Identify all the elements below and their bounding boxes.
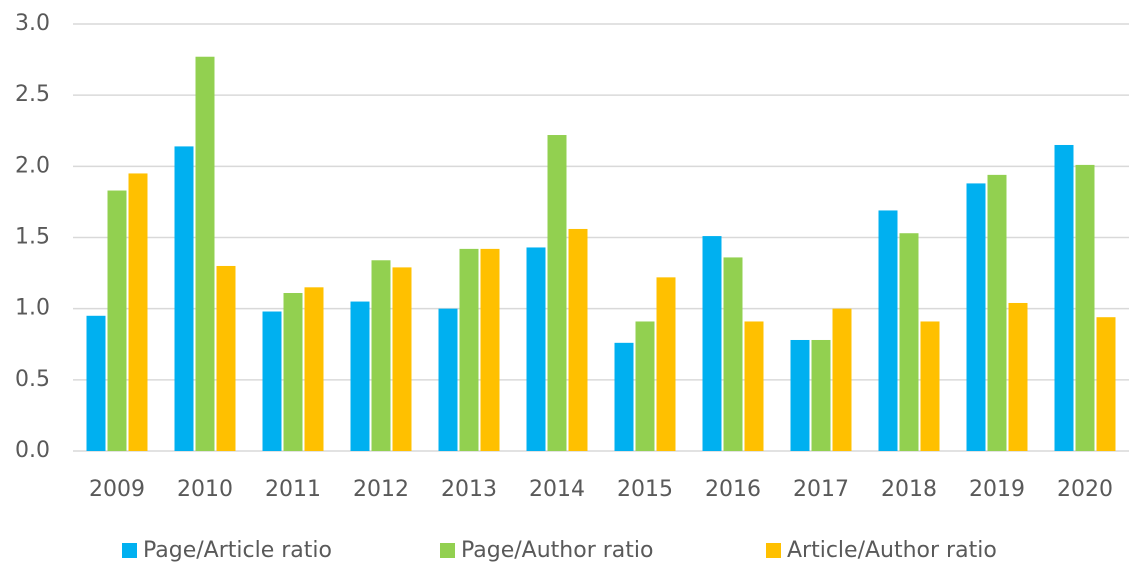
bar — [107, 190, 127, 451]
bar — [350, 301, 370, 451]
bar — [547, 135, 567, 451]
bar — [899, 233, 919, 451]
x-tick-label: 2016 — [705, 477, 761, 502]
bar — [526, 247, 546, 451]
bar — [128, 173, 148, 451]
x-tick-label: 2018 — [881, 477, 937, 502]
bar — [744, 321, 764, 451]
y-tick-label: 2.5 — [15, 82, 50, 107]
bar — [1075, 164, 1095, 451]
x-tick-label: 2010 — [177, 477, 233, 502]
legend-swatch — [122, 543, 137, 558]
bar — [86, 315, 106, 451]
bar — [966, 183, 986, 451]
bar — [635, 321, 655, 451]
x-tick-label: 2015 — [617, 477, 673, 502]
bar — [1054, 144, 1074, 451]
x-tick-label: 2009 — [89, 477, 145, 502]
bar — [174, 146, 194, 451]
bar — [392, 267, 412, 451]
bar — [702, 236, 722, 451]
x-tick-label: 2013 — [441, 477, 497, 502]
legend-swatch — [766, 543, 781, 558]
x-tick-label: 2017 — [793, 477, 849, 502]
legend-label: Page/Article ratio — [143, 538, 332, 563]
x-tick-label: 2012 — [353, 477, 409, 502]
x-tick-label: 2020 — [1057, 477, 1113, 502]
y-tick-label: 2.0 — [15, 153, 50, 178]
bar — [832, 308, 852, 451]
x-tick-label: 2014 — [529, 477, 585, 502]
y-tick-label: 1.0 — [15, 296, 50, 321]
bar — [304, 287, 324, 451]
y-tick-label: 0.5 — [15, 367, 50, 392]
bar — [283, 293, 303, 451]
bar — [438, 308, 458, 451]
x-tick-label: 2011 — [265, 477, 321, 502]
bar — [1096, 317, 1116, 451]
bar — [371, 260, 391, 451]
legend-label: Page/Author ratio — [461, 538, 653, 563]
bar — [262, 311, 282, 451]
bar — [811, 339, 831, 451]
legend-swatch — [440, 543, 455, 558]
bar — [987, 174, 1007, 451]
bar — [459, 248, 479, 451]
bar — [723, 257, 743, 451]
bar — [656, 277, 676, 451]
bar — [568, 228, 588, 451]
y-tick-label: 1.5 — [15, 225, 50, 250]
bar — [614, 342, 634, 451]
bar — [878, 210, 898, 451]
x-tick-label: 2019 — [969, 477, 1025, 502]
bar — [1008, 302, 1028, 451]
bar — [790, 339, 810, 451]
y-tick-label: 3.0 — [15, 11, 50, 36]
bar — [195, 56, 215, 452]
bar — [920, 321, 940, 451]
bar — [480, 248, 500, 451]
y-tick-label: 0.0 — [15, 438, 50, 463]
legend-label: Article/Author ratio — [787, 538, 997, 563]
bar — [216, 265, 236, 451]
